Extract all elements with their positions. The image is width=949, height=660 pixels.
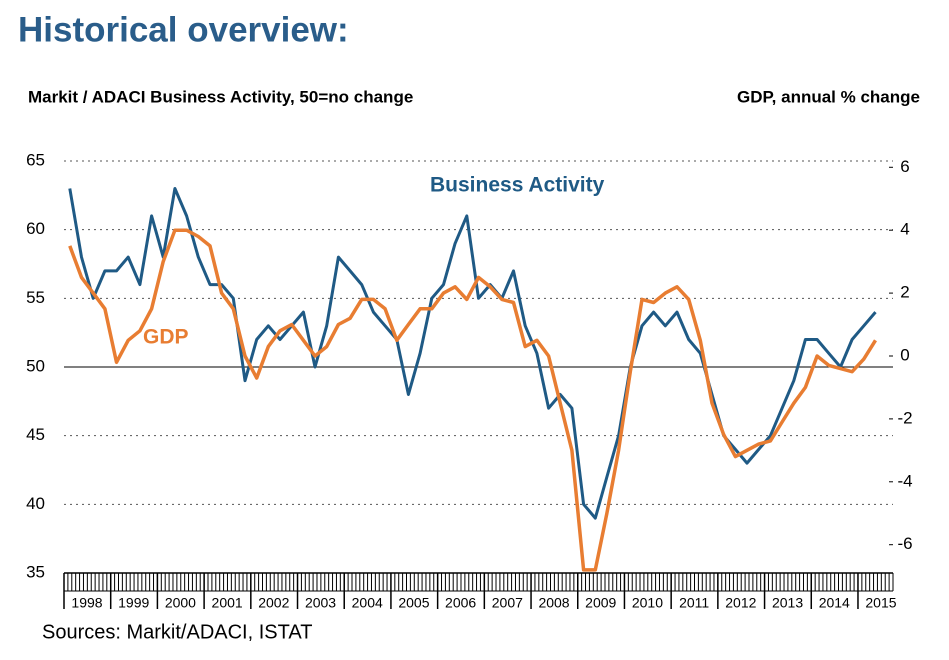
- series-line: [68, 228, 877, 572]
- x-tick-label: 2011: [679, 595, 709, 611]
- x-tick-label: 2015: [865, 595, 896, 611]
- x-tick-label: 1999: [118, 595, 149, 611]
- y2-tick-label: 0: [900, 345, 909, 364]
- x-tick-label: 2006: [445, 595, 476, 611]
- y2-tick-label: 2: [900, 283, 909, 302]
- y-tick-label: 55: [26, 288, 45, 307]
- x-tick-label: 2003: [305, 595, 336, 611]
- y2-tick-label: 4: [900, 220, 909, 239]
- series-label: GDP: [143, 326, 189, 349]
- y2-tick-label: -6: [897, 534, 912, 553]
- y2-tick-label: -4: [897, 471, 912, 490]
- x-tick-label: 2014: [819, 595, 850, 611]
- series-label: Business Activity: [430, 174, 605, 197]
- y-tick-label: 40: [26, 494, 45, 513]
- source-note: Sources: Markit/ADACI, ISTAT: [42, 621, 312, 643]
- y2-tick-label: 6: [900, 157, 909, 176]
- y-tick-label: 45: [26, 425, 45, 444]
- y-axis-label: Markit / ADACI Business Activity, 50=no …: [28, 87, 413, 106]
- y-tick-label: 65: [26, 150, 45, 169]
- y-tick-label: 60: [26, 219, 45, 238]
- y2-axis-label: GDP, annual % change: [737, 87, 920, 106]
- x-tick-label: 2010: [632, 595, 663, 611]
- chart-title: Historical overview:: [18, 10, 349, 49]
- x-tick-label: 2000: [165, 595, 196, 611]
- x-tick-label: 2009: [585, 595, 616, 611]
- x-tick-label: 2005: [398, 595, 429, 611]
- y2-tick-label: -2: [897, 408, 912, 427]
- x-tick-label: 2013: [772, 595, 803, 611]
- x-tick-label: 2007: [492, 595, 523, 611]
- y-tick-label: 50: [26, 356, 45, 375]
- x-tick-label: 2004: [352, 595, 383, 611]
- series-line: [68, 187, 877, 520]
- x-tick-label: 1998: [71, 595, 102, 611]
- x-tick-label: 2002: [258, 595, 289, 611]
- x-tick-label: 2012: [725, 595, 756, 611]
- x-tick-label: 2008: [538, 595, 569, 611]
- y-tick-label: 35: [26, 562, 45, 581]
- x-tick-label: 2001: [212, 595, 243, 611]
